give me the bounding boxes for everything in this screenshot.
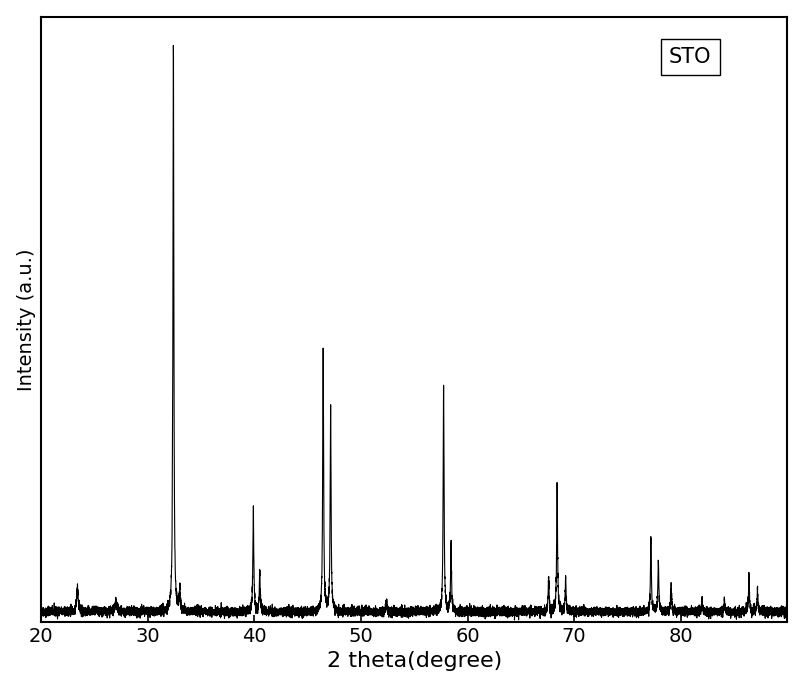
Y-axis label: Intensity (a.u.): Intensity (a.u.) [17,248,35,391]
Text: STO: STO [668,47,711,67]
X-axis label: 2 theta(degree): 2 theta(degree) [326,652,501,671]
